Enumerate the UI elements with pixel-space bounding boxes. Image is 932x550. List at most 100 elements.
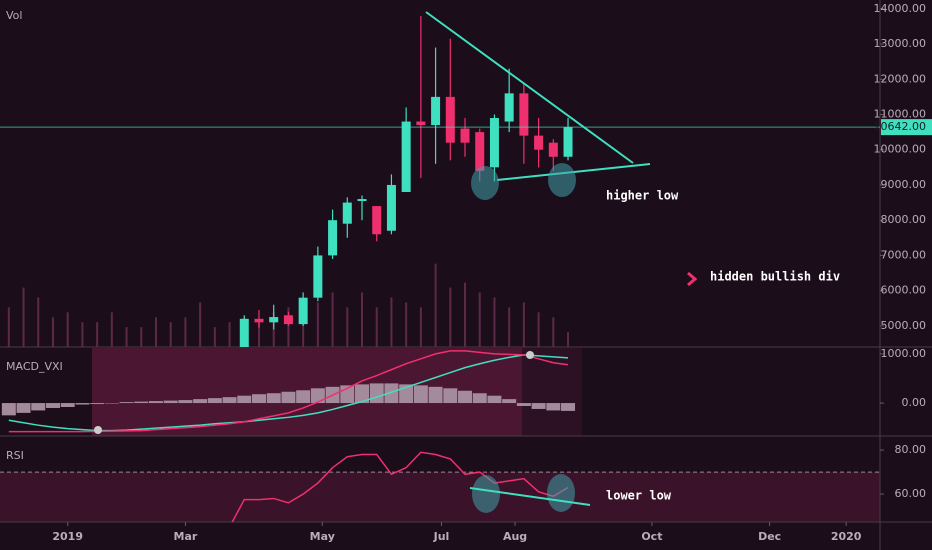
rsi-pane	[0, 451, 880, 522]
y-tick-label: 0.00	[902, 396, 927, 409]
y-tick-label: 13000.00	[874, 37, 927, 50]
y-tick-label: 8000.00	[881, 213, 927, 226]
histogram-bar	[443, 388, 458, 404]
cross-dot	[94, 426, 102, 434]
highlight	[547, 474, 575, 512]
volume-bar	[316, 302, 319, 347]
histogram-bar	[75, 403, 90, 405]
volume-bar	[449, 287, 452, 347]
histogram-bar	[531, 403, 546, 409]
candle-body	[416, 121, 426, 126]
candle-body	[401, 121, 411, 192]
drawings	[94, 11, 698, 513]
pane-label: MACD_VXI	[6, 360, 63, 373]
histogram-bar	[45, 403, 60, 408]
annotation: lower low	[606, 489, 672, 503]
y-tick-label: 12000.00	[874, 72, 927, 85]
candle-body	[342, 202, 352, 224]
candle-body	[239, 318, 249, 347]
histogram-bar	[207, 398, 222, 404]
volume-bar	[22, 287, 25, 347]
volume-bar	[66, 312, 69, 347]
y-tick-label: 5000.00	[881, 319, 927, 332]
y-tick-label: 6000.00	[881, 284, 927, 297]
histogram-bar	[266, 393, 281, 404]
volume-bar	[228, 322, 231, 347]
volume-bar	[434, 263, 437, 347]
y-tick-label: 1000.00	[881, 347, 927, 360]
volume-bar	[478, 292, 481, 347]
x-tick-label: May	[310, 530, 335, 543]
candle-body	[372, 206, 382, 235]
volume-bar	[257, 322, 260, 347]
volume-bar	[390, 297, 393, 347]
price-pane	[7, 15, 573, 347]
histogram-bar	[16, 403, 31, 413]
histogram-bar	[1, 403, 16, 416]
candle-body	[431, 96, 441, 126]
candle-body	[519, 93, 529, 136]
histogram-bar	[296, 390, 311, 404]
volume-bar	[110, 312, 113, 347]
candle-body	[534, 135, 544, 150]
volume-bar	[7, 307, 10, 347]
highlight	[548, 163, 576, 197]
candle-body	[254, 318, 264, 323]
pane-label: Vol	[6, 9, 22, 22]
volume-bar	[184, 317, 187, 347]
macd-pane	[1, 350, 576, 433]
histogram-bar	[251, 394, 266, 404]
highlight	[472, 475, 500, 513]
volume-bar	[199, 302, 202, 347]
trend-line	[425, 11, 634, 164]
histogram-bar	[561, 403, 576, 411]
histogram-bar	[428, 386, 443, 404]
x-tick-label: Aug	[503, 530, 527, 543]
volume-bar	[213, 327, 216, 347]
histogram-bar	[148, 401, 163, 404]
histogram-bar	[281, 391, 296, 404]
candle-body	[269, 317, 279, 323]
y-tick-label: 80.00	[895, 443, 927, 456]
volume-bar	[331, 292, 334, 347]
candle-body	[386, 184, 396, 231]
volume-bar	[522, 302, 525, 347]
y-tick-label: 9000.00	[881, 178, 927, 191]
volume-bar	[140, 327, 143, 347]
annotation: hidden bullish div	[710, 270, 840, 284]
histogram-bar	[487, 395, 502, 404]
histogram-bar	[163, 400, 178, 404]
y-tick-label: 10000.00	[874, 143, 927, 156]
volume-bar	[537, 312, 540, 347]
histogram-bar	[237, 395, 252, 404]
y-tick-label: 60.00	[895, 487, 927, 500]
volume-bar	[169, 322, 172, 347]
y-tick-label: 14000.00	[874, 2, 927, 15]
volume-bar	[361, 292, 364, 347]
histogram-bar	[193, 399, 208, 404]
candle-body	[460, 128, 470, 143]
volume-bar	[51, 317, 54, 347]
volume-bar	[493, 297, 496, 347]
x-tick-label: Oct	[641, 530, 662, 543]
macd-zone	[522, 348, 582, 436]
pane-label: RSI	[6, 449, 24, 462]
candle-body	[328, 220, 338, 256]
macd-line	[8, 350, 569, 433]
candle-body	[357, 199, 367, 202]
rsi-line	[231, 451, 569, 522]
histogram-bar	[90, 403, 105, 405]
histogram-bar	[60, 403, 75, 407]
candle-body	[298, 297, 308, 325]
volume-bar	[405, 302, 408, 347]
trend-line	[469, 487, 591, 506]
histogram-bar	[119, 402, 134, 404]
histogram-bar	[369, 383, 384, 404]
histogram-bar	[384, 383, 399, 404]
volume-bar	[81, 322, 84, 347]
last-price-box	[881, 119, 932, 136]
cross-dot	[526, 351, 534, 359]
volume-bar	[419, 307, 422, 347]
